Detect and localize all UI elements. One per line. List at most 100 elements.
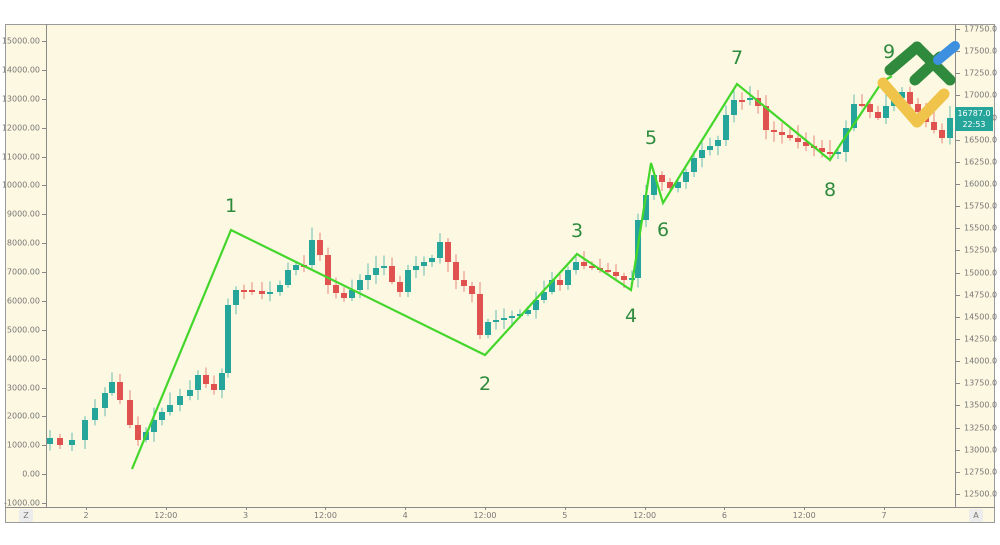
time-axis-label: 12:00 — [313, 511, 337, 520]
right-axis-tick — [956, 471, 960, 473]
candle-down — [931, 122, 937, 130]
left-axis-label: 1000.00 — [6, 440, 40, 450]
candle-down — [57, 438, 63, 445]
candle-up — [835, 152, 841, 154]
candle-down — [325, 255, 331, 285]
candle-down — [589, 266, 595, 268]
wave-label-8: 8 — [824, 179, 836, 201]
candle-up — [381, 266, 387, 268]
candle-up — [643, 195, 649, 220]
left-axis-label: 5000.00 — [6, 325, 40, 335]
candle-up — [219, 373, 225, 390]
left-axis-tick — [42, 41, 46, 42]
right-axis-tick — [956, 73, 960, 75]
candle-down — [469, 286, 475, 294]
right-axis-tick — [956, 161, 960, 163]
time-axis-tick — [165, 507, 167, 510]
candle-up — [549, 280, 555, 292]
candle-down — [771, 130, 777, 132]
candle-up — [267, 292, 273, 294]
left-price-axis[interactable]: 15000.00 14000.00 13000.00 12000.00 11000.00… — [1, 24, 47, 508]
wave-label-3: 3 — [571, 220, 583, 242]
candle-up — [413, 266, 419, 270]
right-axis-tick — [956, 361, 960, 363]
candle-down — [667, 182, 673, 188]
time-axis-tick — [804, 507, 806, 510]
candle-down — [827, 152, 833, 154]
time-axis-tick — [405, 507, 407, 510]
candle-down — [135, 425, 141, 440]
candle-up — [82, 420, 88, 440]
time-axis-tick — [724, 507, 726, 510]
candle-down — [241, 290, 247, 292]
candle-down — [739, 100, 745, 102]
candle-down — [875, 112, 881, 118]
candle-up — [509, 316, 515, 318]
candle-up — [573, 262, 579, 270]
time-axis-tick — [86, 507, 87, 510]
left-axis-label: 10000.00 — [1, 180, 40, 190]
right-axis-label: 16500.0 — [964, 135, 998, 145]
candle-down — [659, 175, 665, 182]
candle-down — [803, 142, 809, 146]
right-axis-tick — [956, 184, 960, 185]
right-axis-tick — [956, 339, 960, 340]
candle-up — [167, 405, 173, 412]
candle-down — [763, 106, 769, 130]
candle-up — [691, 158, 697, 172]
left-axis-tick — [42, 156, 46, 158]
candle-up — [525, 310, 531, 314]
candle-up — [747, 98, 753, 100]
right-axis-label: 14750.0 — [964, 290, 998, 300]
left-axis-tick — [42, 358, 46, 360]
left-axis-tick — [42, 416, 46, 418]
right-axis-label: 17000.0 — [964, 90, 998, 100]
right-axis-tick — [956, 272, 960, 274]
left-axis-label: 14000.00 — [1, 65, 40, 75]
candle-up — [675, 182, 681, 188]
left-axis-label: 0.00 — [22, 469, 40, 479]
right-price-axis[interactable]: 17750.017500.017250.017000.016750.016500… — [955, 24, 998, 508]
time-axis-tick — [485, 507, 486, 510]
brand-logo — [877, 41, 960, 128]
right-axis-tick — [956, 250, 960, 252]
candle-down — [795, 138, 801, 142]
zoom-mode-button[interactable]: Z — [19, 509, 33, 522]
wave-label-9: 9 — [883, 41, 895, 63]
candle-up — [109, 382, 115, 393]
right-axis-tick — [956, 29, 960, 30]
time-axis-tick — [245, 507, 247, 510]
left-axis-tick — [42, 445, 46, 447]
wave-label-4: 4 — [625, 305, 637, 327]
left-axis-label: 6000.00 — [6, 296, 40, 306]
time-axis[interactable]: Z A 2 12:00 3 12:00 4 12:00 5 12:00 6 12:00 7 — [5, 507, 995, 523]
time-axis-label: 3 — [243, 511, 249, 520]
left-axis-label: 15000.00 — [1, 36, 40, 46]
right-axis-label: 14000.0 — [964, 356, 998, 366]
time-axis-label: 5 — [562, 511, 568, 520]
candle-up — [715, 140, 721, 146]
candle-down — [259, 291, 265, 294]
candle-up — [723, 115, 729, 140]
right-axis-tick — [956, 228, 960, 230]
right-axis-label: 14250.0 — [964, 334, 998, 344]
auto-scale-button[interactable]: A — [969, 509, 983, 522]
candle-down — [477, 294, 483, 335]
candle-up — [187, 390, 193, 396]
right-axis-label: 15500.0 — [964, 223, 998, 233]
candle-up — [373, 268, 379, 275]
time-axis-label: 12:00 — [473, 511, 497, 520]
left-axis-label: 8000.00 — [6, 238, 40, 248]
candle-up — [437, 242, 443, 258]
candle-down — [117, 382, 123, 400]
candle-up — [177, 396, 183, 405]
candle-down — [859, 104, 865, 106]
left-axis-label: 2000.00 — [6, 411, 40, 421]
right-axis-tick — [956, 405, 960, 407]
right-axis-label: 15250.0 — [964, 245, 998, 255]
left-axis-label: 3000.00 — [6, 383, 40, 392]
candle-up — [277, 285, 283, 292]
candle-up — [285, 270, 291, 285]
wave-label-6: 6 — [657, 219, 669, 241]
left-axis-label: 11000.00 — [1, 152, 40, 161]
